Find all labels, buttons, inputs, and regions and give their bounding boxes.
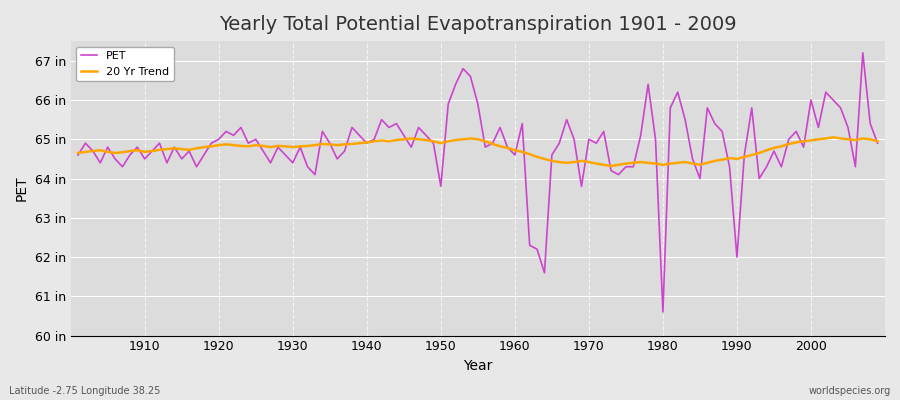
20 Yr Trend xyxy=(606,164,616,168)
PET xyxy=(509,152,520,157)
Line: PET: PET xyxy=(78,53,878,312)
PET xyxy=(658,310,669,314)
20 Yr Trend xyxy=(73,151,84,156)
20 Yr Trend xyxy=(598,162,609,167)
PET xyxy=(502,145,513,150)
20 Yr Trend xyxy=(295,144,306,149)
20 Yr Trend xyxy=(502,146,513,150)
20 Yr Trend xyxy=(509,148,520,153)
PET xyxy=(598,129,609,134)
20 Yr Trend xyxy=(828,135,839,140)
Text: Latitude -2.75 Longitude 38.25: Latitude -2.75 Longitude 38.25 xyxy=(9,386,160,396)
Text: worldspecies.org: worldspecies.org xyxy=(809,386,891,396)
20 Yr Trend xyxy=(132,148,143,153)
PET xyxy=(132,145,143,150)
Legend: PET, 20 Yr Trend: PET, 20 Yr Trend xyxy=(76,47,174,81)
X-axis label: Year: Year xyxy=(464,359,492,373)
Title: Yearly Total Potential Evapotranspiration 1901 - 2009: Yearly Total Potential Evapotranspiratio… xyxy=(219,15,736,34)
PET xyxy=(295,145,306,150)
Line: 20 Yr Trend: 20 Yr Trend xyxy=(78,137,878,166)
20 Yr Trend xyxy=(339,142,350,147)
20 Yr Trend xyxy=(872,139,883,144)
PET xyxy=(872,141,883,146)
PET xyxy=(339,149,350,154)
PET xyxy=(858,50,868,55)
PET xyxy=(73,152,84,157)
Y-axis label: PET: PET xyxy=(15,176,29,201)
